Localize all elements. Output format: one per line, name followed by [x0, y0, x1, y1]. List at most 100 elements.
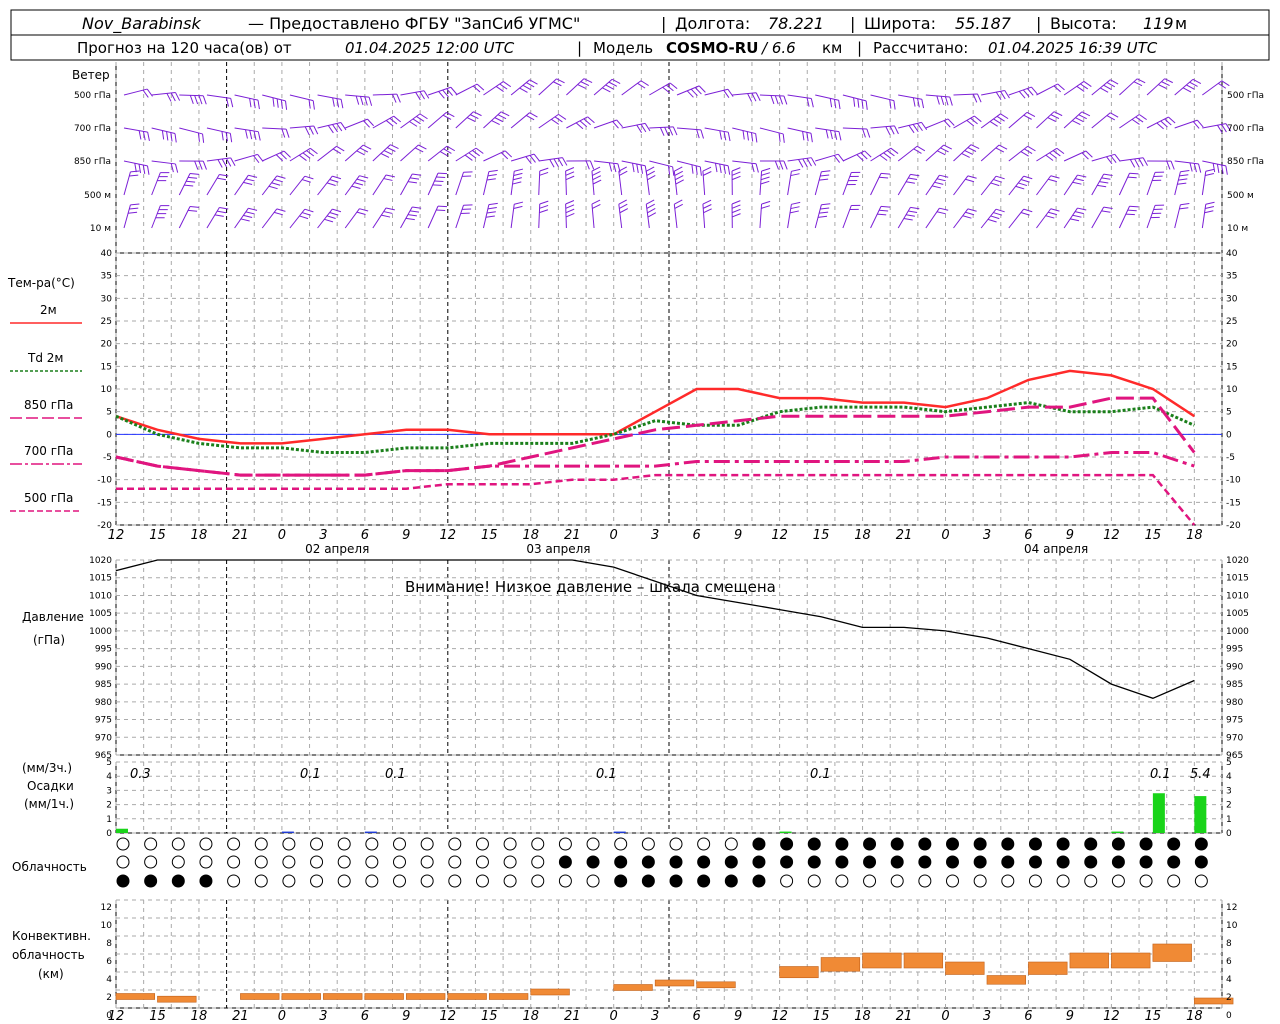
wind-barb-feather [1133, 81, 1143, 87]
cloud-symbol [890, 874, 904, 888]
wind-barb [980, 175, 997, 196]
wind-barb-feather [714, 163, 718, 173]
wind-barb-feather [667, 165, 671, 175]
cloud-symbol [973, 855, 987, 869]
hour-label-bottom: 6 [693, 1009, 701, 1024]
cloud-symbol [863, 855, 877, 869]
cloud-symbol [863, 874, 877, 888]
wind-barb [151, 172, 161, 196]
svg-text:|: | [661, 14, 666, 33]
wind-barb-feather [818, 215, 828, 218]
wind-barb-feather [189, 173, 200, 175]
wind-barb-feather [1114, 153, 1121, 162]
conv-tick: 12 [101, 903, 112, 913]
wind-barb-feather [539, 200, 549, 205]
wind-barb-feather [829, 130, 833, 140]
wind-barb-feather [302, 152, 311, 159]
wind-barb-feather [446, 111, 455, 118]
wind-barb-feather [790, 173, 800, 177]
wind-barb-feather [973, 115, 982, 123]
wind-barb-feather [249, 130, 253, 140]
wind-barb [262, 127, 287, 130]
wind-barb [1119, 78, 1138, 96]
cloud-symbol [1139, 855, 1153, 869]
cloud-symbol [310, 874, 324, 888]
wind-barb-feather [1020, 151, 1029, 157]
wind-barb-feather [1078, 114, 1087, 120]
wind-barb-feather [1216, 164, 1220, 174]
precip-tick: 4 [106, 772, 112, 782]
wind-barb [1146, 205, 1156, 229]
hour-label-bottom: 0 [610, 1009, 618, 1024]
wind-barb [151, 160, 176, 165]
wind-barb-feather [970, 117, 978, 125]
wind-barb-feather [1189, 81, 1198, 87]
wind-barb-feather [1015, 185, 1025, 190]
wind-barb-feather [553, 81, 562, 87]
wind-barb [593, 160, 618, 165]
wind-barb-feather [936, 95, 940, 105]
wind-barb-feather [1134, 158, 1140, 168]
wind-barb-feather [646, 199, 655, 205]
wind-barb-feather [1164, 78, 1173, 84]
cloud-symbol [365, 874, 379, 888]
wind-barb-feather [886, 150, 895, 157]
wind-barb-feather [703, 171, 712, 176]
wind-barb [1118, 206, 1130, 229]
wind-barb-feather [336, 98, 340, 108]
wind-barb-feather [1027, 145, 1036, 152]
wind-barb-feather [1212, 163, 1216, 173]
wind-barb-feather [996, 115, 1005, 122]
wind-barb-feather [1074, 211, 1084, 215]
wind-barb-feather [405, 217, 415, 221]
wind-barb [372, 174, 387, 196]
wind-barb-feather [666, 84, 674, 92]
wind-barb-feather [1056, 147, 1065, 155]
wind-barb [151, 205, 161, 229]
cloud-symbol [835, 874, 849, 888]
wind-barb-feather [1110, 155, 1117, 163]
wind-barb [234, 127, 259, 133]
wind-barb-feather [412, 206, 422, 209]
wind-barb-feather [702, 199, 712, 205]
wind-barb-feather [1020, 212, 1030, 216]
cloud-symbol [1084, 874, 1098, 888]
precip-tick: 0 [106, 829, 112, 839]
wind-barb-feather [1170, 160, 1175, 170]
wind-barb-feather [931, 185, 941, 189]
wind-barb-feather [616, 119, 623, 128]
conv-bar [1152, 943, 1192, 962]
cloud-symbol [475, 855, 489, 869]
pressure-tick: 1020 [89, 556, 112, 566]
wind-barb [345, 94, 370, 98]
cloud-symbol [614, 855, 628, 869]
wind-barb-feather [1192, 78, 1202, 85]
conv-bar [281, 993, 321, 1000]
wind-level-label: 500 гПа [74, 91, 111, 101]
wind-barb-feather [989, 121, 998, 127]
wind-barb-feather [275, 154, 284, 162]
wind-barb-feather [217, 210, 227, 214]
hour-label: 12 [771, 528, 788, 543]
temp-tick: -10 [97, 476, 112, 486]
wind-barb-feather [274, 211, 283, 216]
pressure-tick-right: 985 [1226, 680, 1243, 690]
calc-label: Рассчитано: [873, 39, 968, 57]
wind-barb-feather [529, 112, 538, 118]
hour-label: 3 [319, 528, 327, 543]
wind-barb-feather [495, 85, 504, 92]
hour-label: 12 [108, 528, 125, 543]
wind-barb [317, 175, 333, 196]
wind-barb [1091, 206, 1105, 229]
wind-barb-feather [383, 178, 393, 181]
pressure-tick-right: 975 [1226, 716, 1243, 726]
wind-barb-feather [1048, 178, 1058, 183]
hour-label: 21 [896, 528, 913, 543]
wind-barb-feather [921, 122, 928, 131]
wind-barb-feather [646, 170, 655, 176]
pressure-tick-right: 1005 [1226, 609, 1249, 619]
precip-tick-right: 2 [1226, 801, 1232, 811]
hour-label: 0 [278, 528, 286, 543]
cloud-symbol [1139, 837, 1153, 851]
wind-barb [925, 94, 950, 98]
